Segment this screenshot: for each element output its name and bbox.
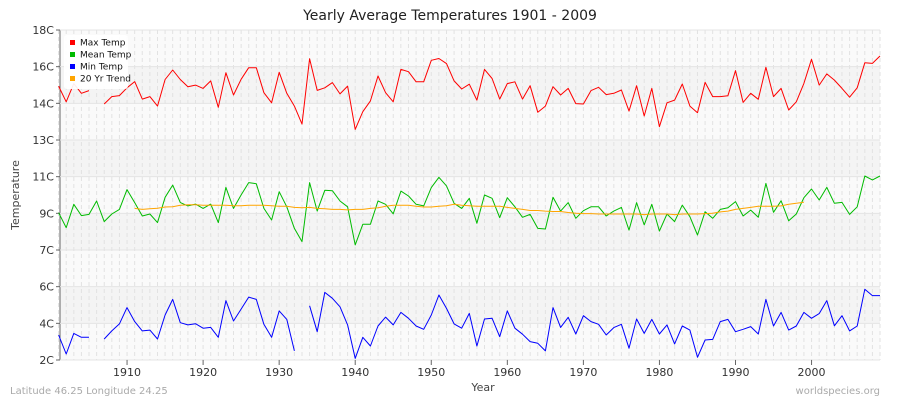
plot-band	[60, 176, 880, 214]
min-temp-line	[103, 296, 295, 352]
legend-swatch	[70, 40, 75, 45]
y-tick-label: 16C	[32, 61, 54, 74]
y-tick-label: 9C	[39, 207, 54, 220]
x-tick-label: 1990	[721, 366, 749, 379]
chart-title: Yearly Average Temperatures 1901 - 2009	[302, 8, 597, 24]
y-tick-label: 14C	[32, 97, 54, 110]
x-tick-label: 1950	[417, 366, 445, 379]
min-temp-line	[309, 288, 880, 359]
legend-entry: Min Temp	[80, 63, 123, 73]
y-tick-label: 18C	[32, 24, 54, 37]
x-axis-ticks: 1910 1920 1930 1940 1950 1960 1970 1980 1990 2000	[113, 360, 826, 379]
y-tick-label: 7C	[39, 244, 54, 257]
x-tick-label: 1940	[341, 366, 369, 379]
y-tick-label: 11C	[32, 171, 54, 184]
legend-entry: Max Temp	[80, 39, 126, 49]
series-lines	[58, 55, 881, 359]
mean-temp-line	[58, 175, 881, 246]
x-tick-label: 1980	[645, 366, 673, 379]
legend: Max Temp Mean Temp Min Temp 20 Yr Trend	[64, 35, 132, 89]
location-label: Latitude 46.25 Longitude 24.25	[10, 386, 168, 397]
legend-box	[64, 35, 128, 89]
y-tick-label: 2C	[39, 354, 54, 367]
plot-band	[60, 250, 880, 287]
y-tick-label: 13C	[32, 134, 54, 147]
y-tick-label: 6C	[39, 281, 54, 294]
plot-band	[60, 103, 880, 140]
plot-band	[60, 213, 880, 250]
x-tick-label: 1960	[493, 366, 521, 379]
legend-entry: Mean Temp	[80, 51, 132, 61]
legend-swatch	[70, 64, 75, 69]
x-tick-label: 1930	[265, 366, 293, 379]
min-temp-line	[58, 332, 89, 355]
x-tick-label: 1920	[189, 366, 217, 379]
legend-entry: 20 Yr Trend	[80, 75, 131, 85]
x-axis-label: Year	[470, 381, 495, 394]
y-axis-ticks: 2C 4C 6C 7C 9C 11C 13C 14C 16C 18C	[32, 24, 880, 367]
20-yr-trend-line	[134, 201, 804, 216]
plot-band	[60, 323, 880, 360]
vertical-gridlines	[58, 30, 881, 360]
plot-background	[60, 30, 880, 360]
plot-band	[60, 30, 880, 67]
plot-band	[60, 140, 880, 177]
x-tick-label: 1970	[569, 366, 597, 379]
legend-swatch	[70, 52, 75, 57]
x-tick-label: 1910	[113, 366, 141, 379]
x-tick-label: 2000	[798, 366, 826, 379]
source-label: worldspecies.org	[796, 386, 880, 397]
max-temp-line	[103, 55, 881, 130]
y-tick-label: 4C	[39, 317, 54, 330]
legend-swatch	[70, 76, 75, 81]
y-axis-label: Temperature	[9, 160, 22, 231]
